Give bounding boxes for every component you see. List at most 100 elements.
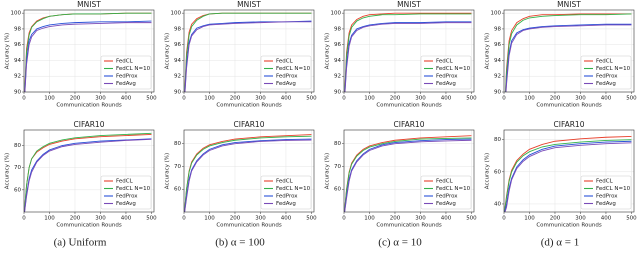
y-tick-label: 40 [494,201,501,207]
y-tick-label: 90 [174,90,181,96]
y-tick-label: 80 [174,141,181,147]
legend-box [100,55,152,90]
legend-label: FedProx [596,74,618,80]
legend-box [420,175,472,210]
x-tick-label: 500 [466,96,477,102]
series-line [24,132,152,212]
y-tick-label: 70 [174,164,181,170]
legend-label: FedCL N=10 [436,186,471,192]
legend-box [580,55,632,90]
series-line [504,139,632,212]
legend-label: FedCL [276,59,294,65]
x-tick-label: 400 [121,216,132,222]
y-tick-label: 80 [14,143,21,149]
x-tick-label: 500 [146,96,157,102]
x-tick-label: 0 [342,96,346,102]
y-tick-label: 80 [334,141,341,147]
legend-label: FedCL [116,59,134,65]
legend-label: FedProx [436,74,458,80]
x-tick-label: 300 [575,216,586,222]
x-tick-label: 100 [524,216,535,222]
y-tick-label: 92 [14,74,21,80]
plot-frame [503,9,635,93]
series-line [344,139,472,212]
y-axis-label: Accuracy (%) [165,33,171,69]
plot [505,13,632,92]
legend-label: FedAvg [276,81,296,87]
chart-title: MNIST [557,0,581,9]
x-tick-label: 100 [524,96,535,102]
x-tick-label: 0 [22,216,26,222]
y-tick-label: 98 [334,26,341,32]
legend-label: FedAvg [436,201,456,207]
x-tick-label: 200 [230,216,241,222]
plot [344,135,472,212]
x-tick-label: 100 [204,216,215,222]
plot-frame [183,129,315,213]
y-tick-label: 98 [174,26,181,32]
y-tick-label: 96 [334,42,341,48]
series-line [24,138,152,212]
chart-title: CIFAR10 [554,120,585,129]
y-axis-label: Accuracy (%) [485,153,491,189]
x-tick-label: 300 [415,216,426,222]
plot [184,134,312,212]
caption: (a) Uniform [54,237,107,249]
x-tick-label: 400 [601,216,612,222]
plot [184,12,312,92]
x-tick-label: 200 [70,216,81,222]
series-line [504,142,632,212]
legend-box [580,175,632,210]
x-tick-label: 500 [466,216,477,222]
legend-label: FedCL N=10 [276,186,311,192]
series-line [184,12,312,92]
y-axis-label: Accuracy (%) [325,153,331,189]
legend-label: FedCL N=10 [596,186,631,192]
x-tick-label: 300 [255,216,266,222]
series-line [504,140,632,212]
x-tick-label: 400 [121,96,132,102]
y-tick-label: 100 [331,11,342,17]
legend-label: FedProx [116,194,138,200]
y-tick-label: 100 [11,11,22,17]
x-tick-label: 300 [415,96,426,102]
y-tick-label: 94 [494,58,501,64]
y-axis-label: Accuracy (%) [325,33,331,69]
plot-frame [343,129,475,213]
y-tick-label: 90 [334,90,341,96]
x-tick-label: 0 [22,96,26,102]
x-axis-label: Communication Rounds [56,223,122,229]
x-tick-label: 500 [306,96,317,102]
x-tick-label: 0 [502,96,506,102]
plot-frame [183,9,315,93]
series-line [184,135,312,212]
x-tick-label: 100 [44,216,55,222]
x-axis-label: Communication Rounds [376,103,442,109]
legend-label: FedProx [436,194,458,200]
x-tick-label: 200 [70,96,81,102]
y-tick-label: 98 [14,26,21,32]
y-tick-label: 70 [334,164,341,170]
caption: (c) α = 10 [378,237,422,249]
x-tick-label: 200 [230,96,241,102]
y-tick-label: 100 [171,11,182,17]
x-tick-label: 0 [182,96,186,102]
legend-label: FedCL N=10 [436,66,471,72]
plot-frame [23,9,155,93]
x-tick-label: 300 [575,96,586,102]
chart-title: CIFAR10 [394,120,425,129]
x-axis-label: Communication Rounds [536,103,602,109]
y-axis-label: Accuracy (%) [165,153,171,189]
series-line [24,22,152,92]
y-tick-label: 80 [494,137,501,143]
plot-frame [503,129,635,213]
plot-frame [23,129,155,213]
chart-title: CIFAR10 [234,120,265,129]
series-line [344,137,472,212]
legend-label: FedCL N=10 [276,66,311,72]
plot [504,135,632,212]
x-tick-label: 400 [441,96,452,102]
legend-label: FedCL N=10 [116,186,151,192]
y-tick-label: 90 [494,90,501,96]
